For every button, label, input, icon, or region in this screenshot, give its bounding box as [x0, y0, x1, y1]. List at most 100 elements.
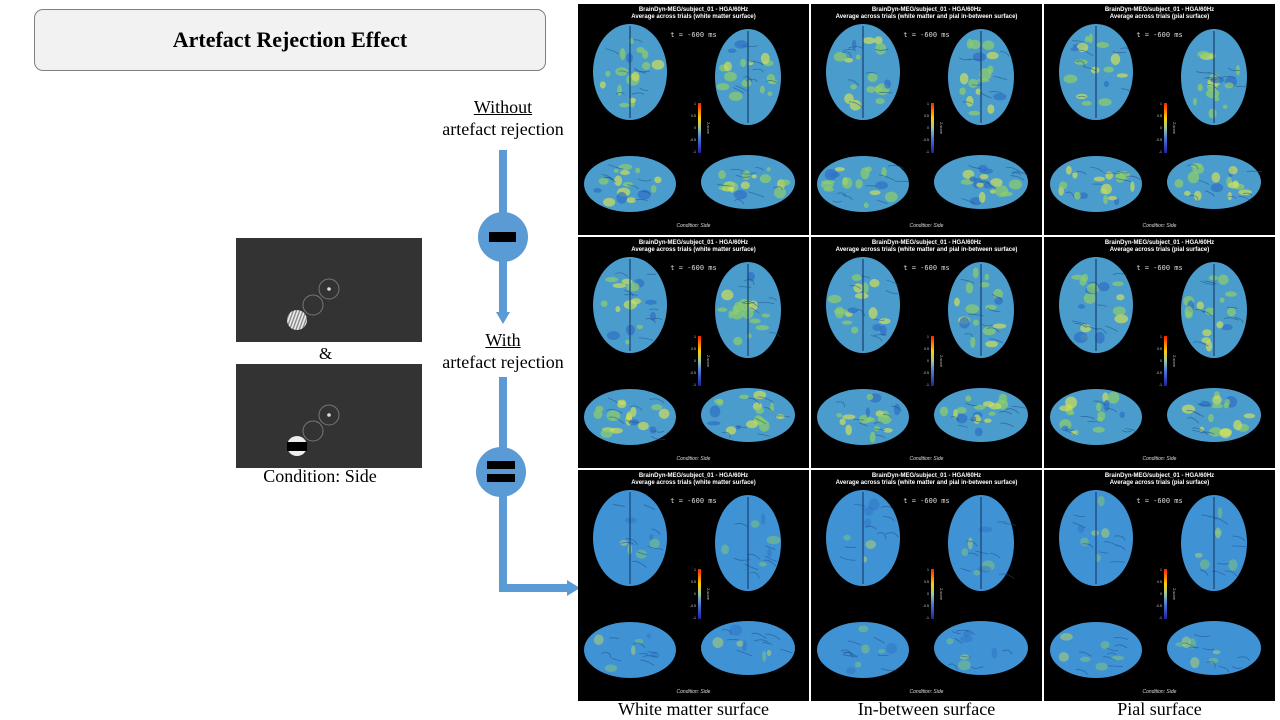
colorbar-unit-label: Z-score	[1172, 122, 1176, 134]
colorbar-tick-label: 0.5	[691, 347, 696, 351]
colorbar	[931, 569, 934, 619]
panel-condition-label: Condition: Side	[676, 223, 711, 229]
colorbar-unit-label: Z-score	[706, 122, 710, 134]
without-artefact-text: artefact rejection	[442, 119, 564, 139]
panel-header-title: BrainDyn-MEG/subject_01 - HGA/60Hz	[1104, 240, 1215, 246]
brain-panel: 1 0.5 0 -0.5 -1 Z-score BrainDyn-MEG/subject_0…	[578, 470, 809, 701]
panel-condition-label: Condition: Side	[1142, 456, 1177, 462]
panel-header-subtitle: Average across trials (pial surface)	[1109, 14, 1210, 20]
colorbar-tick-label: 1	[694, 335, 696, 339]
panel-condition-label: Condition: Side	[909, 456, 944, 462]
panel-time-label: t = -600 ms	[1136, 31, 1183, 39]
colorbar-unit-label: Z-score	[939, 122, 943, 134]
panel-header-subtitle: Average across trials (pial surface)	[1109, 480, 1210, 486]
colorbar-tick-label: -1	[693, 616, 696, 620]
colorbar-tick-label: 1	[927, 335, 929, 339]
colorbar	[698, 103, 701, 153]
colorbar-tick-label: 0	[694, 359, 696, 363]
panel-header-subtitle: Average across trials (white matter and …	[835, 480, 1018, 486]
brain-lateral-view-left	[1050, 622, 1142, 678]
stimulus-image-grating	[236, 238, 422, 342]
colorbar-tick-label: 0	[927, 359, 929, 363]
colorbar-tick-label: 1	[1160, 102, 1162, 106]
colorbar-tick-label: -1	[693, 150, 696, 154]
stimulus-image-masked	[236, 364, 422, 468]
colorbar-tick-label: 0.5	[924, 114, 929, 118]
panel-condition-label: Condition: Side	[909, 689, 944, 695]
colorbar-tick-label: -0.5	[1156, 604, 1162, 608]
panel-header-title: BrainDyn-MEG/subject_01 - HGA/60Hz	[638, 240, 749, 246]
arrow-head-right	[567, 580, 580, 596]
without-label: Without artefact rejection	[428, 96, 578, 140]
colorbar-tick-label: -0.5	[923, 604, 929, 608]
brain-panel: 1 0.5 0 -0.5 -1 Z-score BrainDyn-MEG/subject_0…	[811, 4, 1042, 235]
panel-header-subtitle: Average across trials (white matter surf…	[631, 480, 756, 486]
arrow-head-down	[496, 312, 510, 324]
colorbar-tick-label: 0.5	[1157, 114, 1162, 118]
panel-header-subtitle: Average across trials (pial surface)	[1109, 247, 1210, 253]
arrow-shaft-right	[499, 584, 567, 592]
panel-condition-label: Condition: Side	[676, 689, 711, 695]
colorbar-unit-label: Z-score	[939, 355, 943, 367]
panel-header-title: BrainDyn-MEG/subject_01 - HGA/60Hz	[871, 7, 982, 13]
title-text: Artefact Rejection Effect	[172, 27, 408, 52]
colorbar-tick-label: 0.5	[924, 580, 929, 584]
column-label-white: White matter surface	[618, 699, 769, 719]
colorbar-tick-label: 0	[694, 126, 696, 130]
colorbar	[931, 336, 934, 386]
brain-lateral-view-right	[1167, 621, 1261, 675]
brain-panel: 1 0.5 0 -0.5 -1 Z-score BrainDyn-MEG/subject_0…	[578, 237, 809, 468]
with-word: With	[485, 330, 521, 350]
panel-time-label: t = -600 ms	[1136, 497, 1183, 505]
brain-lateral-view-left	[584, 622, 676, 678]
colorbar-tick-label: 0	[927, 592, 929, 596]
colorbar-tick-label: 0.5	[691, 580, 696, 584]
colorbar-tick-label: -0.5	[923, 138, 929, 142]
colorbar-tick-label: 1	[927, 102, 929, 106]
panel-header-title: BrainDyn-MEG/subject_01 - HGA/60Hz	[1104, 473, 1215, 479]
panel-time-label: t = -600 ms	[670, 497, 717, 505]
with-label: With artefact rejection	[428, 329, 578, 373]
colorbar-tick-label: -0.5	[690, 138, 696, 142]
panel-time-label: t = -600 ms	[670, 264, 717, 272]
panel-header-title: BrainDyn-MEG/subject_01 - HGA/60Hz	[1104, 7, 1215, 13]
panel-condition-label: Condition: Side	[1142, 223, 1177, 229]
panel-header-title: BrainDyn-MEG/subject_01 - HGA/60Hz	[638, 473, 749, 479]
panel-header-subtitle: Average across trials (white matter and …	[835, 247, 1018, 253]
colorbar	[931, 103, 934, 153]
with-artefact-text: artefact rejection	[442, 352, 564, 372]
slide-title: Artefact Rejection Effect	[34, 9, 546, 71]
colorbar-tick-label: -0.5	[1156, 371, 1162, 375]
colorbar-tick-label: 0	[1160, 359, 1162, 363]
panel-header-subtitle: Average across trials (white matter surf…	[631, 247, 756, 253]
colorbar-tick-label: 1	[927, 568, 929, 572]
colorbar-tick-label: 0.5	[1157, 347, 1162, 351]
colorbar	[698, 336, 701, 386]
colorbar-tick-label: -1	[926, 383, 929, 387]
colorbar-unit-label: Z-score	[939, 588, 943, 600]
colorbar-unit-label: Z-score	[706, 355, 710, 367]
colorbar-tick-label: 1	[1160, 568, 1162, 572]
panel-time-label: t = -600 ms	[903, 497, 950, 505]
without-word: Without	[473, 97, 533, 117]
brain-lateral-view-left	[1050, 389, 1142, 445]
panel-condition-label: Condition: Side	[909, 223, 944, 229]
brain-panel: 1 0.5 0 -0.5 -1 Z-score BrainDyn-MEG/subject_0…	[1044, 237, 1275, 468]
panel-header-title: BrainDyn-MEG/subject_01 - HGA/60Hz	[871, 240, 982, 246]
colorbar	[1164, 103, 1167, 153]
colorbar-tick-label: 1	[694, 568, 696, 572]
colorbar	[1164, 336, 1167, 386]
brain-panel: 1 0.5 0 -0.5 -1 Z-score BrainDyn-MEG/subject_0…	[1044, 470, 1275, 701]
panel-time-label: t = -600 ms	[1136, 264, 1183, 272]
panel-time-label: t = -600 ms	[903, 264, 950, 272]
column-label-pial: Pial surface	[1117, 699, 1202, 719]
colorbar-tick-label: 1	[1160, 335, 1162, 339]
brain-lateral-view-right	[934, 621, 1028, 675]
colorbar	[698, 569, 701, 619]
colorbar-tick-label: -1	[1159, 616, 1162, 620]
colorbar-tick-label: -1	[926, 150, 929, 154]
colorbar-tick-label: -0.5	[1156, 138, 1162, 142]
column-label-between: In-between surface	[857, 699, 996, 719]
colorbar-unit-label: Z-score	[1172, 588, 1176, 600]
